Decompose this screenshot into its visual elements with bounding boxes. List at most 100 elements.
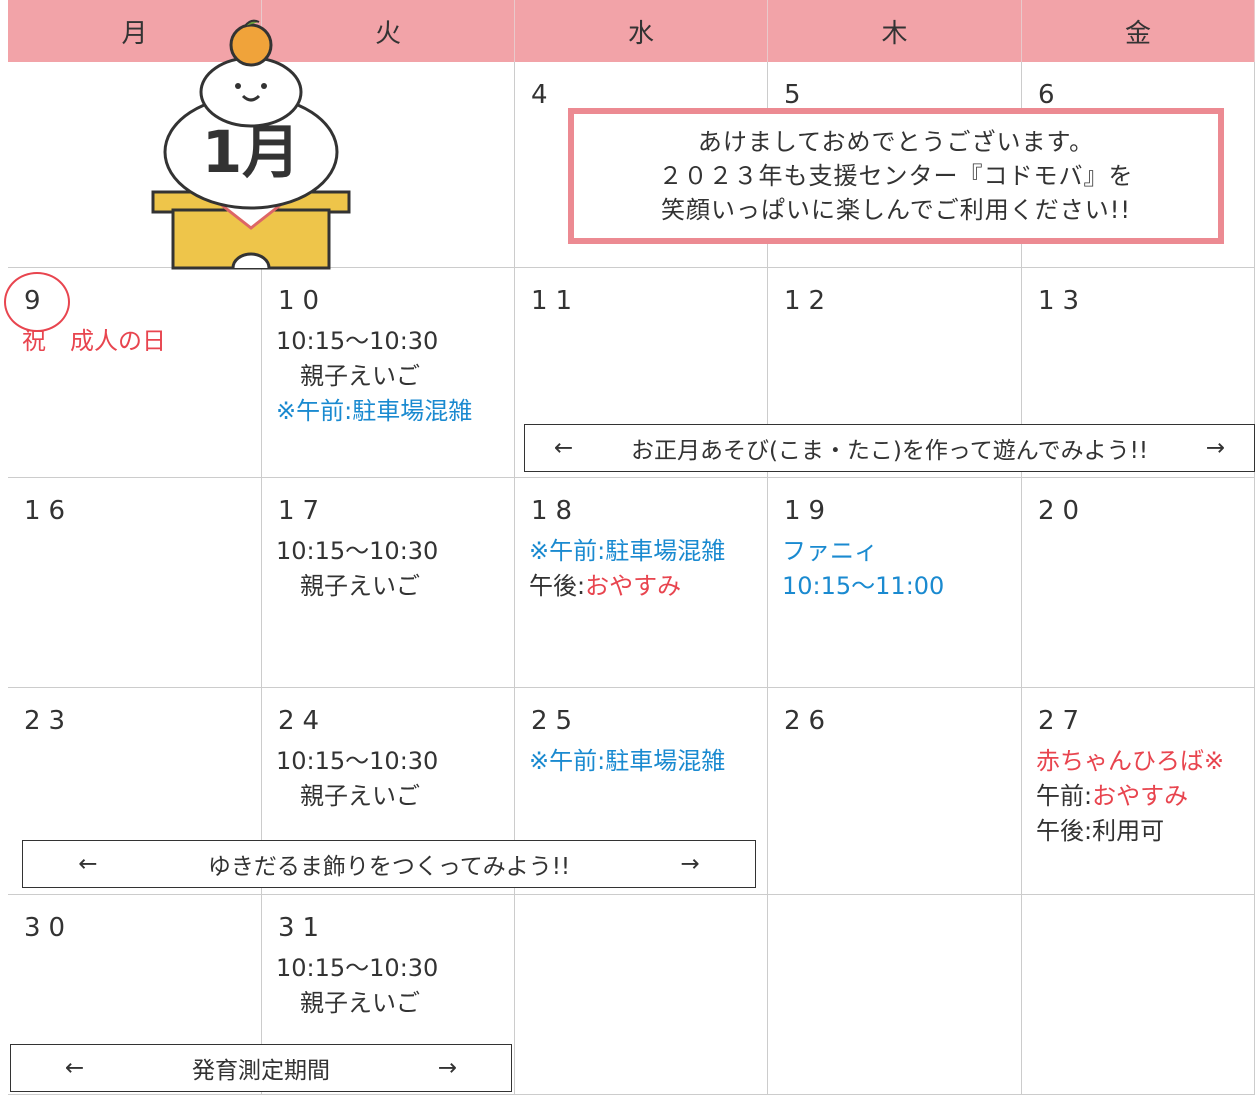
event-line: 午後:おやすみ	[529, 569, 725, 604]
event-line: ※午前:駐車場混雑	[529, 534, 725, 569]
date-number: 25	[531, 706, 581, 736]
day-cell: 24 10:15～10:30 親子えいご	[262, 688, 515, 895]
day-cell: 17 10:15～10:30 親子えいご	[262, 478, 515, 688]
event-text: 親子えいご	[276, 782, 420, 810]
day-cell: 16	[8, 478, 262, 688]
event-text: 午前:	[1036, 782, 1093, 810]
month-label: 1月	[202, 118, 300, 186]
event-text: ※午前:駐車場混雑	[529, 747, 726, 775]
date-number: 11	[531, 286, 581, 316]
date-number: 12	[784, 286, 834, 316]
arrow-left: ←	[64, 1055, 85, 1081]
event-line: ファニィ	[782, 534, 944, 569]
notice-line: ２０２３年も支援センター『コドモバ』を	[658, 162, 1134, 190]
arrow-right: →	[437, 1055, 458, 1081]
day-cell: 10 10:15～10:30 親子えいご ※午前:駐車場混雑	[262, 268, 515, 478]
event-text: 10:15～10:30	[276, 537, 439, 565]
day-cell: 26	[768, 688, 1022, 895]
event-banner: ← ゆきだるま飾りをつくってみよう!! →	[22, 840, 756, 888]
event-text: 親子えいご	[276, 572, 420, 600]
date-number: 5	[784, 80, 809, 110]
banner-text: ゆきだるま飾りをつくってみよう!!	[207, 854, 571, 880]
event-line: 赤ちゃんひろば※	[1036, 744, 1224, 779]
event-line: 10:15～11:00	[782, 569, 944, 604]
event-line: 10:15～10:30	[276, 951, 438, 986]
date-number: 31	[278, 913, 328, 943]
cell-events: 赤ちゃんひろば※ 午前:おやすみ 午後:利用可	[1036, 744, 1224, 849]
day-cell	[262, 62, 515, 268]
cell-events: 10:15～10:30 親子えいご	[276, 534, 438, 604]
weekday-header: 金	[1022, 0, 1255, 62]
arrow-left: ←	[553, 435, 574, 461]
day-cell	[515, 895, 768, 1095]
day-cell: 9 祝 成人の日	[4, 268, 262, 478]
weekday-header: 水	[515, 0, 768, 62]
event-line: ※午前:駐車場混雑	[276, 394, 472, 429]
weekday-header: 月	[8, 0, 262, 62]
date-number: 17	[278, 496, 328, 526]
date-number: 23	[24, 706, 74, 736]
cell-events: ※午前:駐車場混雑 午後:おやすみ	[529, 534, 725, 604]
event-line: 親子えいご	[276, 359, 472, 394]
arrow-right: →	[1205, 435, 1226, 461]
cell-events: ※午前:駐車場混雑	[529, 744, 725, 779]
event-line: 親子えいご	[276, 779, 438, 814]
cell-events: 10:15～10:30 親子えいご	[276, 951, 438, 1021]
date-number: 19	[784, 496, 834, 526]
day-cell	[1022, 895, 1255, 1095]
event-text: ファニィ	[782, 537, 878, 565]
event-line: 午前:おやすみ	[1036, 779, 1224, 814]
day-cell: 18 ※午前:駐車場混雑 午後:おやすみ	[515, 478, 768, 688]
date-number: 9	[24, 286, 49, 316]
cell-events: 10:15～10:30 親子えいご	[276, 744, 438, 814]
event-text: 親子えいご	[276, 989, 420, 1017]
date-number: 16	[24, 496, 74, 526]
event-text: 10:15～10:30	[276, 747, 439, 775]
event-text: 祝 成人の日	[22, 327, 166, 355]
date-number: 6	[1038, 80, 1063, 110]
notice-line: 笑顔いっぱいに楽しんでご利用ください!!	[660, 196, 1132, 224]
event-line: ※午前:駐車場混雑	[529, 744, 725, 779]
event-line: 10:15～10:30	[276, 744, 438, 779]
event-text: 10:15～10:30	[276, 954, 439, 982]
day-cell: 20	[1022, 478, 1255, 688]
date-number: 27	[1038, 706, 1088, 736]
weekday-header: 火	[262, 0, 515, 62]
date-number: 4	[531, 80, 556, 110]
banner-text: 発育測定期間	[192, 1058, 330, 1084]
event-text: 親子えいご	[276, 362, 420, 390]
event-text: ※午前:駐車場混雑	[276, 397, 473, 425]
date-number: 30	[24, 913, 74, 943]
banner-text: お正月あそび(こま・たこ)を作って遊んでみよう!!	[630, 438, 1149, 464]
cell-events: 祝 成人の日	[22, 324, 166, 359]
event-text: おやすみ	[585, 572, 682, 600]
event-text: 10:15～10:30	[276, 327, 439, 355]
event-banner: ← 発育測定期間 →	[10, 1044, 512, 1092]
day-cell	[768, 895, 1022, 1095]
notice-line: あけましておめでとうございます。	[697, 128, 1095, 156]
day-cell: 11	[515, 268, 768, 478]
event-line: 祝 成人の日	[22, 324, 166, 359]
event-line: 10:15～10:30	[276, 324, 472, 359]
day-cell: 27 赤ちゃんひろば※ 午前:おやすみ 午後:利用可	[1022, 688, 1255, 895]
new-year-notice: あけましておめでとうございます。 ２０２３年も支援センター『コドモバ』を 笑顔いっぱ…	[568, 108, 1224, 244]
kagami-mochi-illustration: 1月	[151, 19, 351, 270]
event-text: 午後:	[529, 572, 586, 600]
date-number: 26	[784, 706, 834, 736]
event-text: 午後:利用可	[1036, 817, 1165, 845]
event-line: 親子えいご	[276, 569, 438, 604]
weekday-header: 木	[768, 0, 1022, 62]
event-line: 親子えいご	[276, 986, 438, 1021]
date-number: 24	[278, 706, 328, 736]
event-text: 10:15～11:00	[782, 572, 945, 600]
date-number: 18	[531, 496, 581, 526]
date-number: 13	[1038, 286, 1088, 316]
holiday-circle	[4, 272, 70, 332]
cell-events: ファニィ 10:15～11:00	[782, 534, 944, 604]
cell-events: 10:15～10:30 親子えいご ※午前:駐車場混雑	[276, 324, 472, 429]
event-text: ※午前:駐車場混雑	[529, 537, 726, 565]
event-text: おやすみ	[1092, 782, 1189, 810]
event-line: 10:15～10:30	[276, 534, 438, 569]
date-number: 10	[278, 286, 328, 316]
